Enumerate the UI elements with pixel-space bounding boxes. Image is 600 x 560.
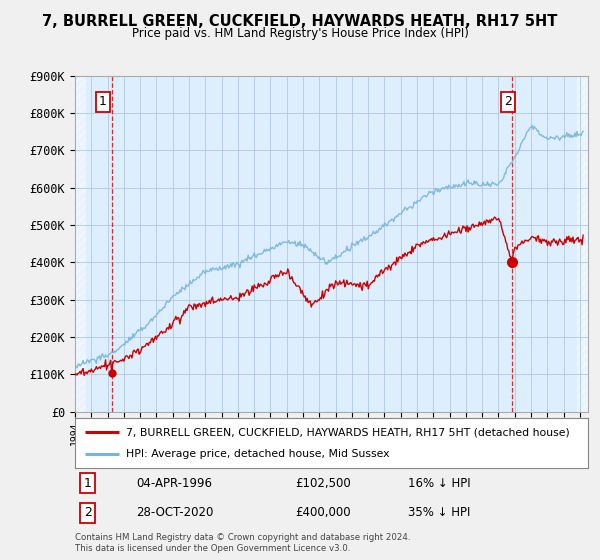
Text: 1: 1 [99,95,107,109]
Text: £400,000: £400,000 [296,506,351,519]
Text: 1: 1 [84,477,92,490]
Text: HPI: Average price, detached house, Mid Sussex: HPI: Average price, detached house, Mid … [127,449,390,459]
Text: 04-APR-1996: 04-APR-1996 [137,477,212,490]
Text: Price paid vs. HM Land Registry's House Price Index (HPI): Price paid vs. HM Land Registry's House … [131,27,469,40]
Text: 16% ↓ HPI: 16% ↓ HPI [409,477,471,490]
Bar [577,76,588,412]
Text: 7, BURRELL GREEN, CUCKFIELD, HAYWARDS HEATH, RH17 5HT: 7, BURRELL GREEN, CUCKFIELD, HAYWARDS HE… [43,14,557,29]
Text: Contains HM Land Registry data © Crown copyright and database right 2024.
This d: Contains HM Land Registry data © Crown c… [75,533,410,553]
Text: 28-OCT-2020: 28-OCT-2020 [137,506,214,519]
Text: 2: 2 [84,506,92,519]
Text: £102,500: £102,500 [296,477,352,490]
Text: 35% ↓ HPI: 35% ↓ HPI [409,506,471,519]
Text: 2: 2 [504,95,512,109]
Bar [75,76,86,412]
Text: 7, BURRELL GREEN, CUCKFIELD, HAYWARDS HEATH, RH17 5HT (detached house): 7, BURRELL GREEN, CUCKFIELD, HAYWARDS HE… [127,427,570,437]
